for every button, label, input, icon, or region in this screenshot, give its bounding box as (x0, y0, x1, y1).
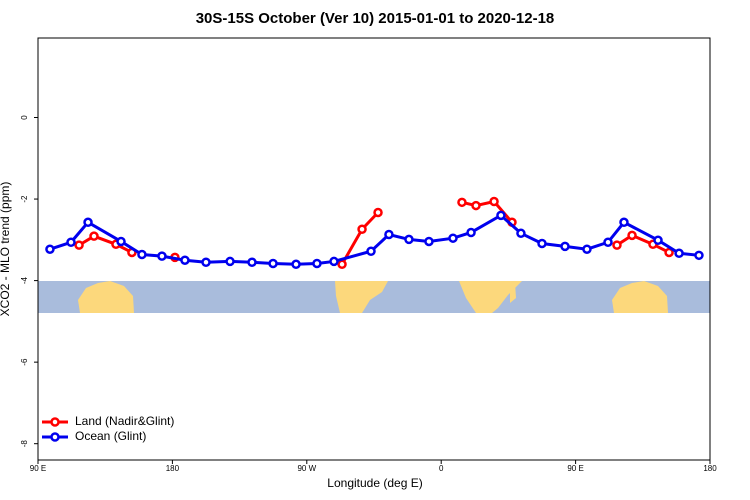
data-point (489, 196, 499, 207)
data-point (201, 257, 211, 268)
data-point (471, 200, 481, 211)
data-point (373, 207, 383, 218)
x-tick-label: 90 E (30, 464, 46, 473)
data-point (674, 248, 684, 259)
data-point (329, 256, 339, 267)
data-point (180, 255, 190, 265)
chart-title: 30S-15S October (Ver 10) 2015-01-01 to 2… (196, 10, 555, 27)
legend-label: Land (Nadir&Glint) (75, 414, 174, 428)
data-point (357, 224, 367, 234)
data-point (268, 258, 278, 269)
x-tick-label: 180 (166, 464, 180, 473)
data-point (404, 234, 414, 245)
data-point (424, 236, 434, 247)
data-point (116, 236, 126, 247)
y-tick-label: -8 (20, 440, 29, 448)
data-point (582, 244, 592, 254)
data-point (337, 259, 347, 270)
data-point (694, 250, 704, 261)
y-tick-label: -2 (20, 195, 29, 203)
data-point (45, 244, 55, 254)
data-point (496, 210, 506, 221)
data-point (137, 249, 147, 260)
y-tick-label: 0 (20, 115, 29, 120)
plot-frame (37, 37, 711, 461)
y-tick-label: -6 (20, 358, 29, 366)
data-point (384, 229, 394, 240)
legend-marker (50, 432, 60, 442)
x-tick-label: 90 E (567, 464, 583, 473)
data-point (366, 246, 376, 256)
x-tick-label: 0 (439, 464, 444, 473)
data-point (619, 217, 629, 228)
y-tick-label: -4 (20, 276, 29, 284)
data-point (157, 251, 167, 261)
data-point (291, 259, 301, 270)
x-axis-label: Longitude (deg E) (327, 476, 422, 490)
legend-marker (50, 417, 60, 427)
data-point (247, 257, 257, 268)
data-point (627, 230, 637, 241)
data-point (653, 235, 663, 245)
data-point (83, 217, 93, 228)
legend-label: Ocean (Glint) (75, 429, 146, 443)
data-point (603, 237, 613, 248)
x-tick-label: 180 (703, 464, 717, 473)
data-point (516, 228, 526, 239)
data-point (89, 231, 99, 241)
data-point (537, 238, 547, 249)
y-axis-label: XCO2 - MLO trend (ppm) (0, 182, 12, 317)
data-point (664, 247, 674, 258)
data-point (225, 256, 235, 267)
data-point (612, 240, 622, 250)
data-point (457, 197, 467, 208)
x-tick-label: 90 W (297, 464, 316, 473)
legend: Land (Nadir&Glint)Ocean (Glint) (42, 414, 174, 443)
data-point (66, 237, 76, 248)
data-point (312, 258, 322, 269)
data-point (448, 233, 458, 243)
data-point (74, 240, 84, 250)
map-band (38, 281, 710, 313)
data-point (466, 227, 476, 238)
data-point (560, 241, 570, 252)
series-line (49, 213, 700, 266)
